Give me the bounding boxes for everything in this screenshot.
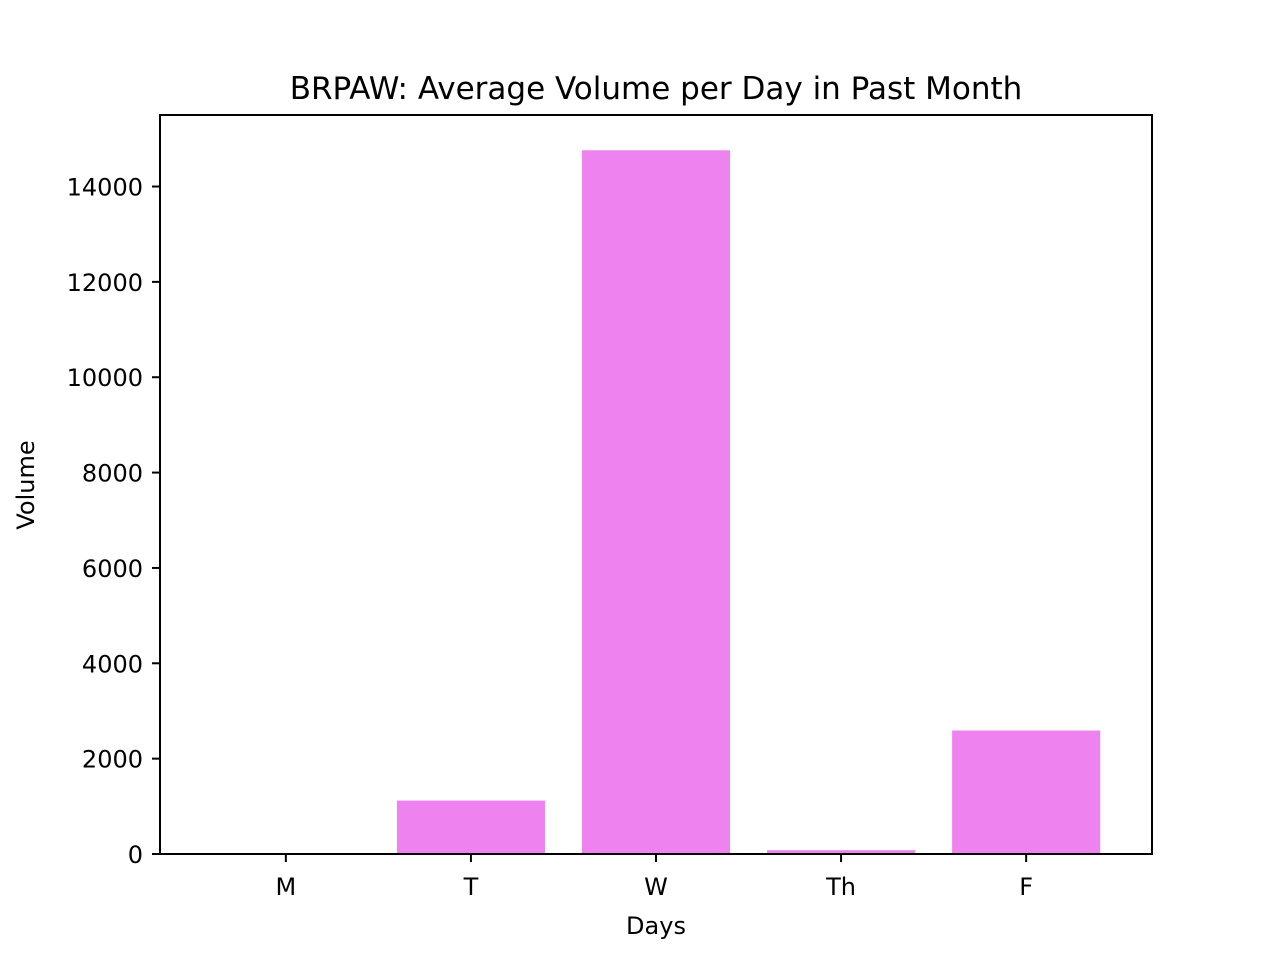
x-tick-label-T: T [463, 873, 479, 901]
bar-F [952, 730, 1101, 854]
y-axis-ticks: 0 2000 4000 6000 8000 10000 12000 14000 [67, 174, 160, 869]
y-tick-label-0: 0 [128, 841, 143, 869]
x-tick-label-M: M [275, 873, 296, 901]
x-tick-label-F: F [1019, 873, 1033, 901]
bar-Th [767, 850, 916, 854]
y-tick-label-14000: 14000 [67, 174, 143, 202]
y-axis-label: Volume [12, 440, 40, 529]
plot-frame [159, 114, 1153, 855]
y-tick-label-2000: 2000 [82, 746, 143, 774]
bars-group [396, 150, 1101, 854]
y-tick-label-10000: 10000 [67, 364, 143, 392]
x-tick-label-W: W [644, 873, 668, 901]
bar-T [396, 800, 545, 854]
x-axis-label: Days [626, 912, 686, 940]
y-tick-label-6000: 6000 [82, 555, 143, 583]
x-tick-label-Th: Th [825, 873, 856, 901]
bar-W [581, 150, 731, 854]
y-tick-label-12000: 12000 [67, 269, 143, 297]
y-tick-label-4000: 4000 [82, 650, 143, 678]
y-tick-label-8000: 8000 [82, 460, 143, 488]
x-axis-ticks: M T W Th F [275, 854, 1033, 901]
chart-title: BRPAW: Average Volume per Day in Past Mo… [290, 71, 1023, 107]
